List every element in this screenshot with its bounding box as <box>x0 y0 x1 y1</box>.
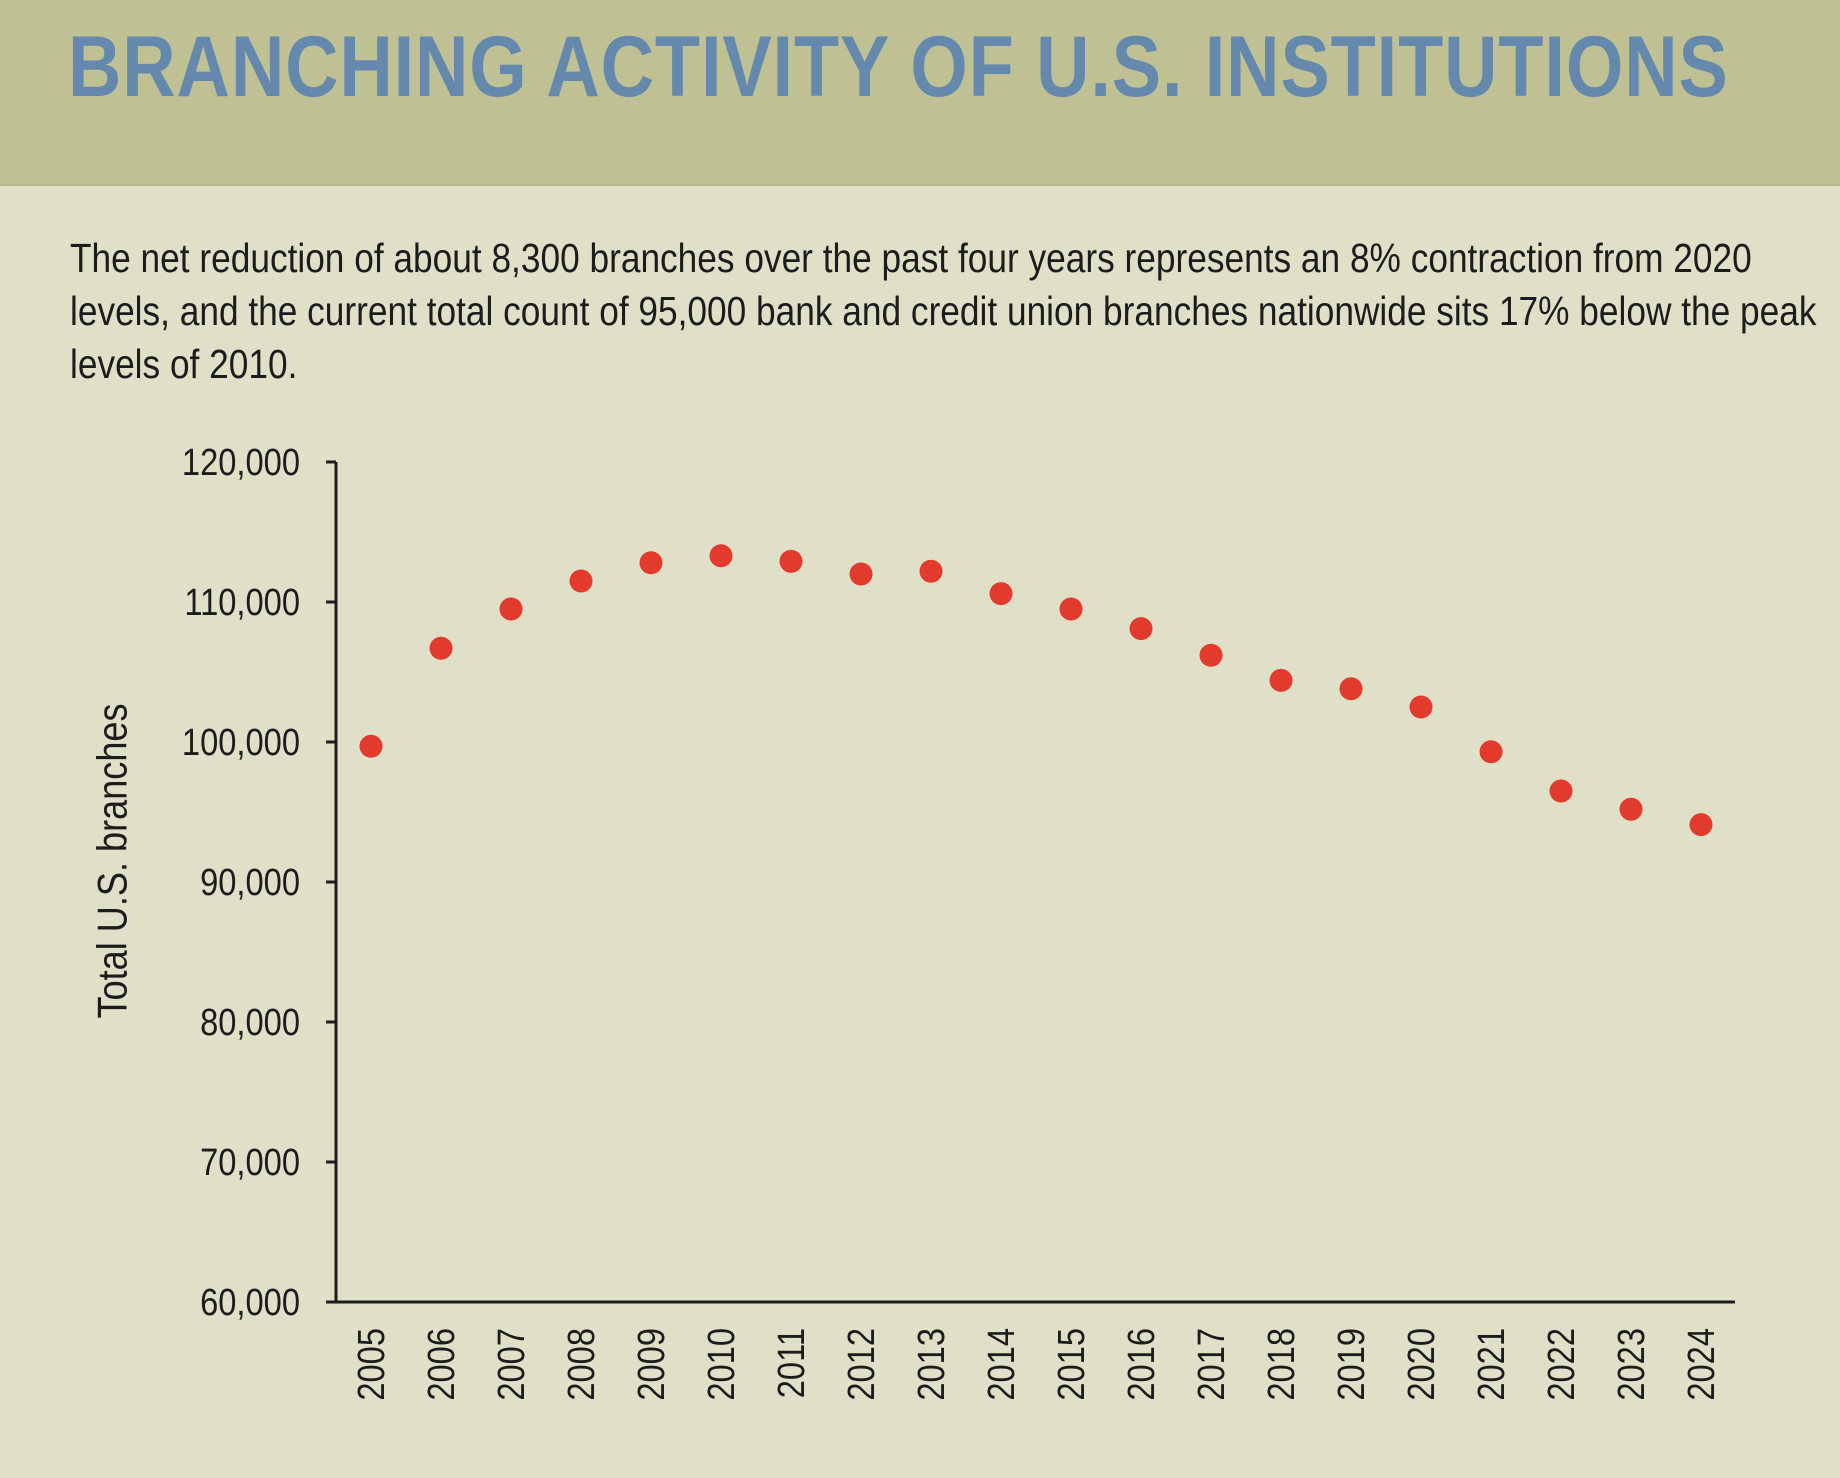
x-axis: 2005 2006 2007 2008 2009 2010 2011 2012 2013 2014… <box>336 1300 1735 1401</box>
x-tick-label: 2016 <box>1120 1328 1163 1401</box>
x-tick-label: 2014 <box>980 1328 1023 1401</box>
data-point <box>919 559 943 583</box>
data-point <box>709 544 733 568</box>
y-tick-label: 60,000 <box>200 1281 300 1324</box>
data-point <box>1549 779 1573 803</box>
x-tick-label: 2015 <box>1050 1328 1093 1401</box>
data-point <box>1269 668 1293 692</box>
description-text: The net reduction of about 8,300 branche… <box>70 235 1817 387</box>
data-point <box>1479 740 1503 764</box>
data-point <box>1129 617 1153 641</box>
x-tick-label: 2007 <box>490 1328 533 1401</box>
data-point <box>989 582 1013 606</box>
y-tick-label: 80,000 <box>200 1001 300 1044</box>
x-tick-label: 2013 <box>910 1328 953 1401</box>
y-tick-label: 100,000 <box>182 721 300 764</box>
data-point <box>1619 797 1643 821</box>
x-tick-label: 2005 <box>350 1328 393 1401</box>
data-point <box>849 562 873 586</box>
y-tick-label: 110,000 <box>184 581 300 624</box>
data-point <box>639 551 663 575</box>
data-point <box>499 597 523 621</box>
data-point <box>1339 677 1363 701</box>
x-tick-label: 2023 <box>1610 1328 1653 1401</box>
x-tick-label: 2018 <box>1260 1328 1303 1401</box>
data-points <box>359 544 1713 837</box>
data-point <box>1059 597 1083 621</box>
x-tick-label: 2022 <box>1540 1328 1583 1401</box>
data-point <box>569 569 593 593</box>
header-band: BRANCHING ACTIVITY OF U.S. INSTITUTIONS <box>0 0 1840 186</box>
x-tick-label: 2010 <box>700 1328 743 1401</box>
data-point <box>1689 813 1713 837</box>
y-tick-label: 70,000 <box>200 1141 300 1184</box>
x-tick-label: 2021 <box>1470 1328 1513 1401</box>
data-point <box>1199 643 1223 667</box>
data-point <box>429 636 453 660</box>
y-axis: 60,000 70,000 80,000 90,000 100,000 110,000 12… <box>182 441 338 1324</box>
page-title: BRANCHING ACTIVITY OF U.S. INSTITUTIONS <box>68 19 1729 115</box>
data-point <box>779 549 803 573</box>
x-tick-label: 2008 <box>560 1328 603 1401</box>
x-tick-label: 2011 <box>770 1328 813 1398</box>
x-tick-label: 2009 <box>630 1328 673 1401</box>
x-tick-label: 2020 <box>1400 1328 1443 1401</box>
x-tick-label: 2006 <box>420 1328 463 1401</box>
data-point <box>359 734 383 758</box>
data-point <box>1409 695 1433 719</box>
x-tick-label: 2024 <box>1680 1328 1723 1401</box>
y-axis-label: Total U.S. branches <box>90 703 136 1018</box>
x-tick-label: 2019 <box>1330 1328 1373 1401</box>
x-tick-label: 2012 <box>840 1328 883 1401</box>
y-tick-label: 120,000 <box>182 441 300 484</box>
y-tick-label: 90,000 <box>200 861 300 904</box>
x-tick-label: 2017 <box>1190 1328 1233 1401</box>
